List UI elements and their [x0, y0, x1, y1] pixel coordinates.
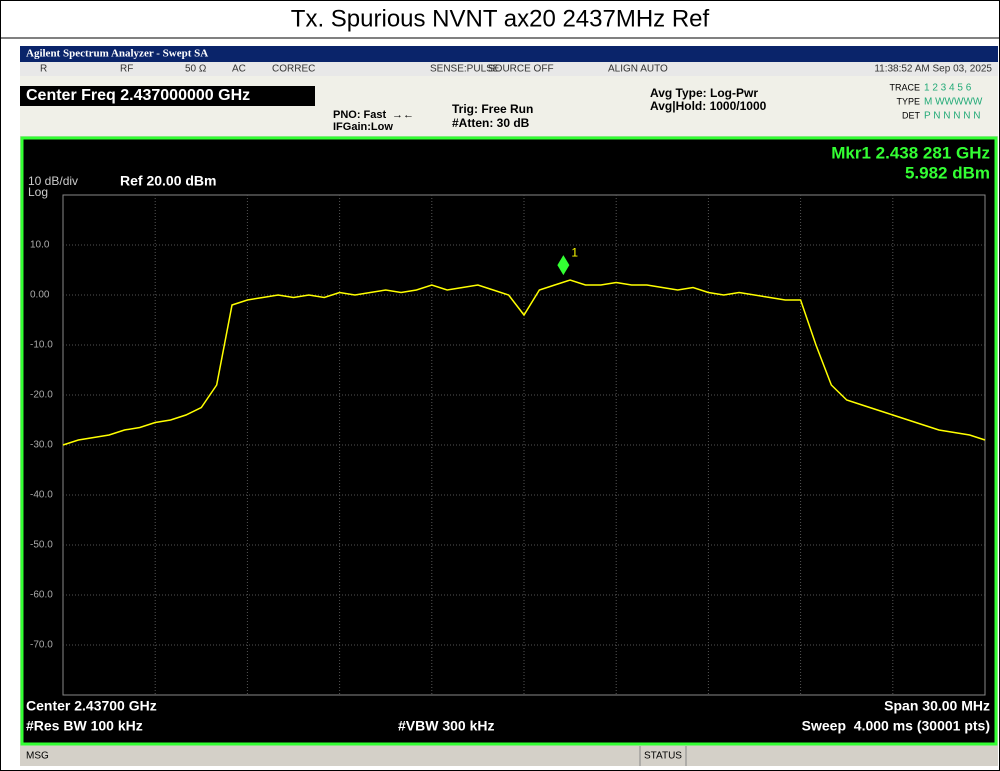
- marker: [557, 255, 570, 276]
- header-title: Tx. Spurious NVNT ax20 2437MHz Ref: [291, 5, 710, 32]
- window-titlebar: [20, 46, 998, 62]
- footer-center: Center 2.43700 GHz: [26, 698, 157, 714]
- status-item: SOURCE OFF: [488, 64, 554, 75]
- trig: Trig: Free Run: [452, 102, 533, 116]
- datetime: 11:38:52 AM Sep 03, 2025: [874, 64, 992, 75]
- footer-res-bw: #Res BW 100 kHz: [26, 718, 143, 734]
- marker-level: 5.982 dBm: [905, 163, 990, 182]
- y-tick-label: 10.0: [30, 240, 50, 251]
- type-values: M WWWWW: [924, 97, 983, 108]
- status-item: ALIGN AUTO: [608, 64, 668, 75]
- screen: [20, 136, 998, 746]
- y-tick-label: -10.0: [30, 340, 53, 351]
- status-item: SENSE:PULSE: [430, 64, 500, 75]
- y-tick-label: -30.0: [30, 440, 53, 451]
- footer-span: Span 30.00 MHz: [884, 698, 990, 714]
- y-tick-label: -60.0: [30, 590, 53, 601]
- center-freq-bg: [20, 86, 315, 106]
- status-item: AC: [232, 64, 246, 75]
- type-label: TYPE: [896, 96, 920, 106]
- footer-sweep: Sweep 4.000 ms (30001 pts): [802, 718, 990, 734]
- det-label: DET: [902, 110, 921, 120]
- status-row: [20, 62, 998, 76]
- y-tick-label: -20.0: [30, 390, 53, 401]
- pno: PNO: Fast: [333, 109, 387, 121]
- atten: #Atten: 30 dB: [452, 116, 530, 130]
- center-freq: Center Freq 2.437000000 GHz: [26, 87, 250, 104]
- footer-vbw: #VBW 300 kHz: [398, 718, 494, 734]
- y-tick-label: -50.0: [30, 540, 53, 551]
- status-item: R: [40, 64, 47, 75]
- trace-values: 1 2 3 4 5 6: [924, 83, 972, 94]
- y-tick-label: 0.00: [30, 290, 50, 301]
- msg: MSG: [26, 751, 49, 762]
- ifgain: IFGain:Low: [333, 121, 393, 133]
- status-bar: [20, 746, 998, 766]
- trace: [62, 279, 986, 446]
- scale-ref: Ref 20.00 dBm: [120, 173, 216, 189]
- avg-type: Avg Type: Log-Pwr: [650, 86, 758, 100]
- status-item: 50 Ω: [185, 64, 207, 75]
- scale-div: 10 dB/div: [28, 174, 78, 188]
- avg-hold: Avg|Hold: 1000/1000: [650, 99, 767, 113]
- status-item: CORREC: [272, 64, 315, 75]
- y-tick-label: -40.0: [30, 490, 53, 501]
- det-values: P N N N N N: [924, 111, 981, 122]
- marker-freq: Mkr1 2.438 281 GHz: [831, 143, 990, 162]
- trig-arrow: →←: [392, 109, 414, 121]
- status: STATUS: [644, 751, 682, 762]
- window-title: Agilent Spectrum Analyzer - Swept SA: [26, 48, 208, 60]
- y-tick-label: -70.0: [30, 640, 53, 651]
- scale-log: Log: [28, 185, 48, 199]
- marker-label: 1: [571, 245, 578, 259]
- status-item: RF: [120, 64, 133, 75]
- trace-label: TRACE: [889, 82, 920, 92]
